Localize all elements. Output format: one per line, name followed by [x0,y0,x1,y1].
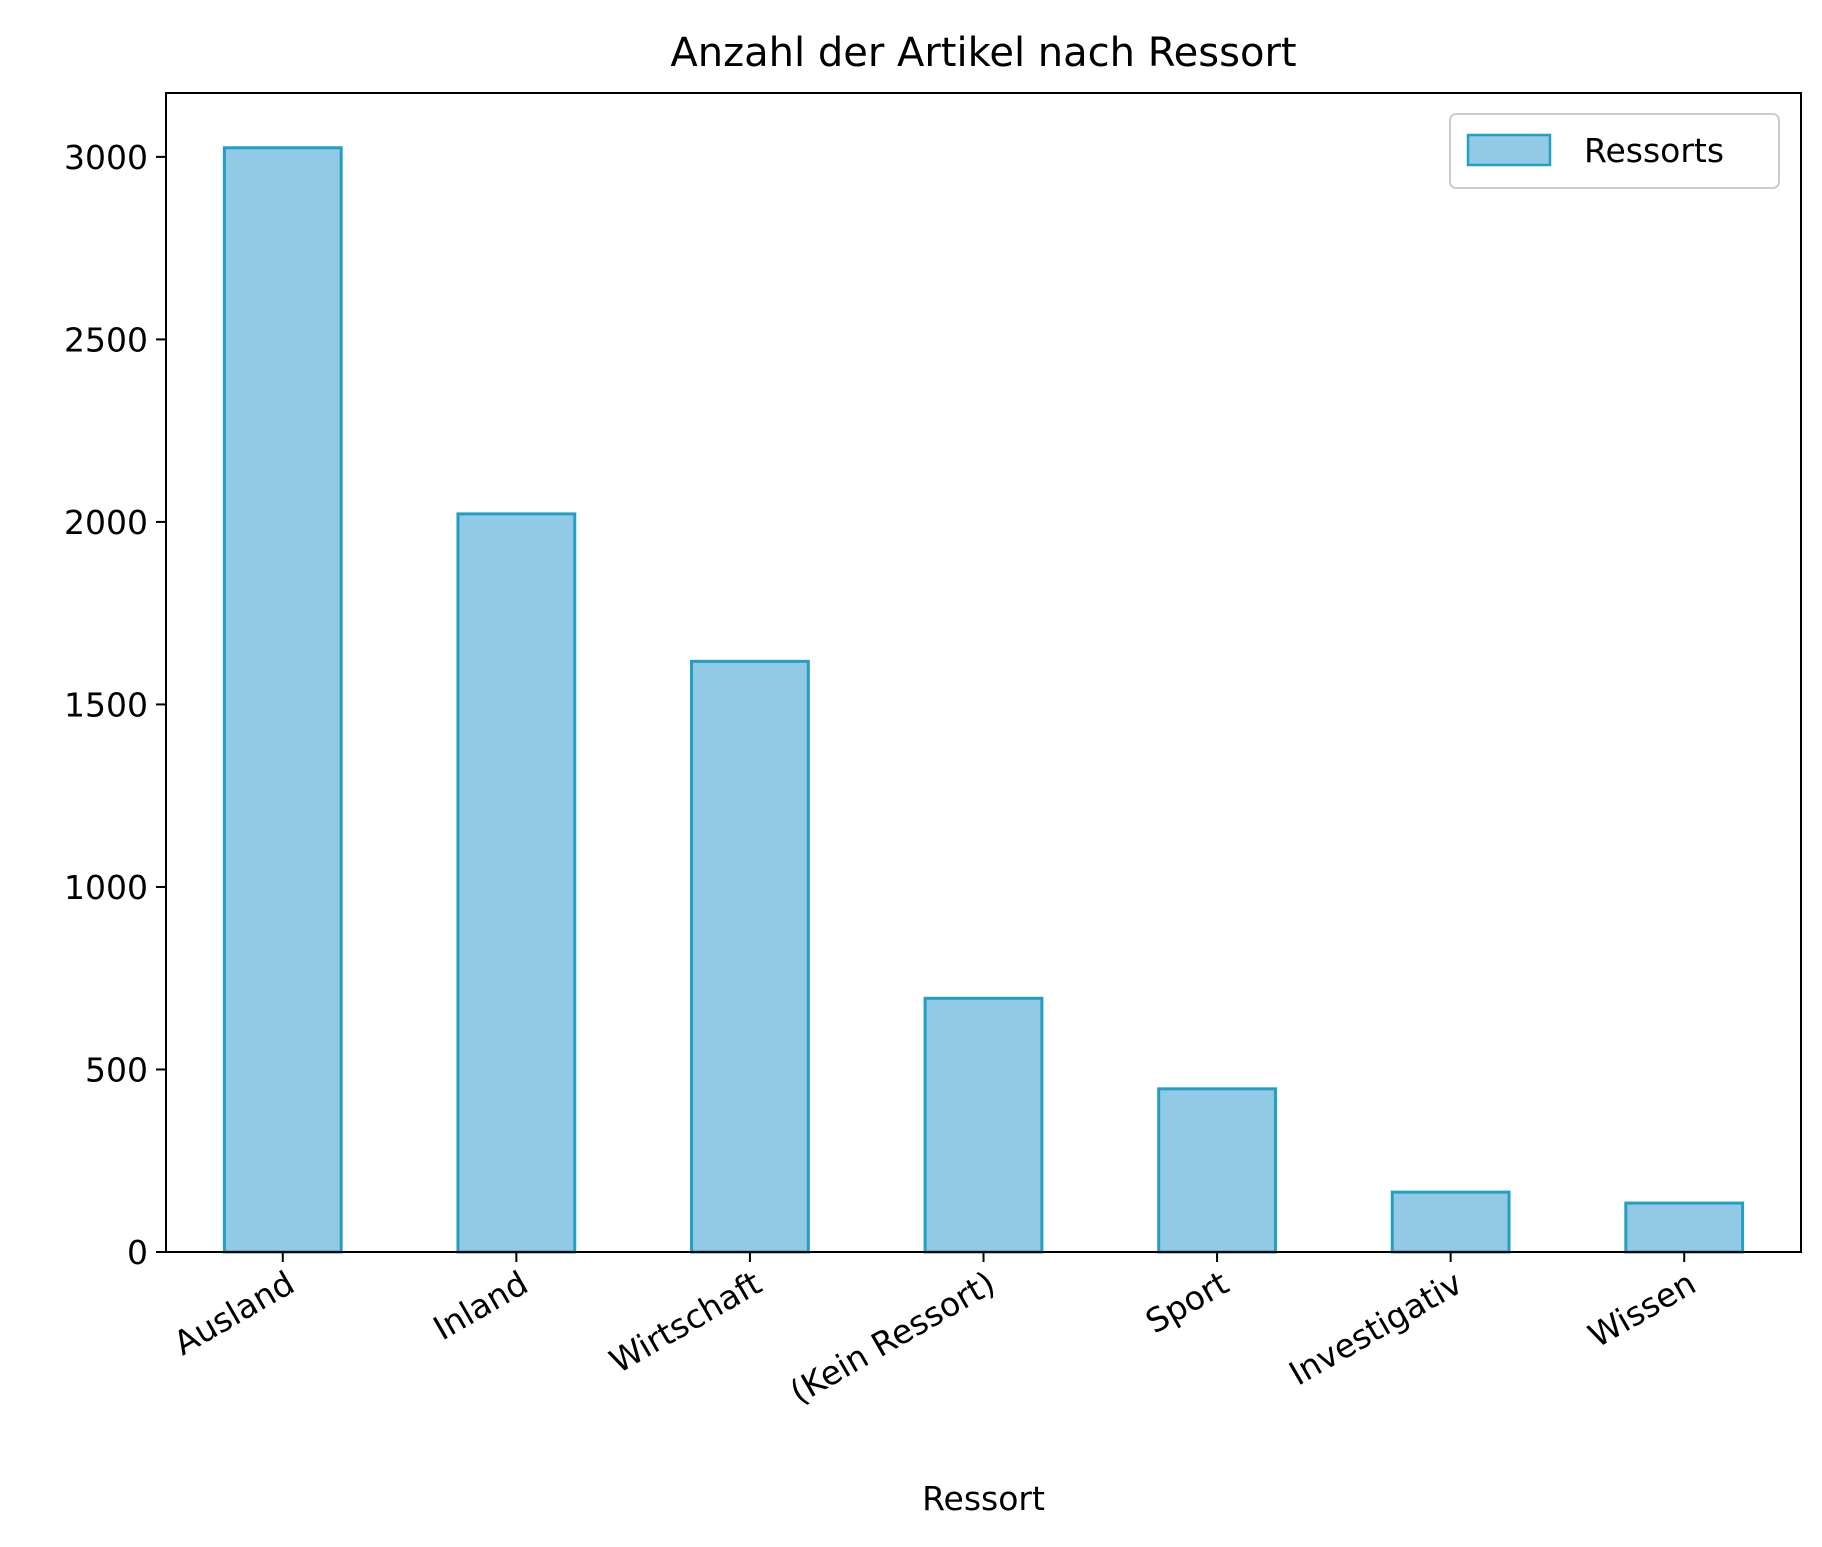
y-axis: 0 500 1000 1500 2000 2500 3000 [64,138,166,1272]
x-axis: Ausland Inland Wirtschaft (Kein Ressort) Spo… [167,1252,1702,1412]
x-tick-label: (Kein Ressort) [783,1263,1001,1412]
y-tick-label: 2000 [64,503,148,542]
plot-frame [165,92,1802,1253]
y-tick-label: 1000 [64,868,148,907]
x-tick-label: Ausland [167,1263,301,1363]
bars-group [222,146,1745,1254]
x-tick-label: Wissen [1582,1263,1703,1355]
bar-ausland [222,146,343,1254]
x-tick-label: Inland [427,1263,535,1348]
bar-kein-ressort [923,996,1044,1254]
x-tick-label: Wirtschaft [603,1263,768,1381]
y-tick-label: 3000 [64,138,148,177]
bar-investigativ [1390,1190,1511,1254]
legend-swatch [1466,133,1552,167]
y-tick-label: 1500 [64,685,148,724]
bar-inland [456,512,577,1254]
legend-label: Ressorts [1584,131,1724,170]
x-tick-label: Investigativ [1282,1263,1468,1393]
legend-box [1449,113,1780,189]
x-tick-label: Sport [1139,1263,1235,1341]
y-tick-label: 0 [127,1233,148,1272]
chart-title: Anzahl der Artikel nach Ressort [670,30,1296,76]
bar-sport [1157,1087,1277,1254]
bar-wissen [1624,1201,1745,1254]
y-tick-label: 500 [85,1050,148,1089]
legend: Ressorts [1449,113,1780,189]
y-tick-label: 2500 [64,320,148,359]
x-axis-title: Ressort [922,1479,1045,1518]
bar-wirtschaft [690,659,810,1254]
